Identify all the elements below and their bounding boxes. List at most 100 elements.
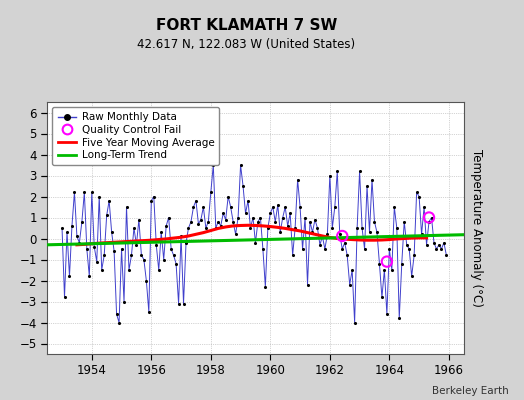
Point: [95, 193, 103, 200]
Point: [355, 168, 364, 174]
Point: [187, 218, 195, 225]
Point: [286, 210, 294, 216]
Point: [293, 176, 302, 183]
Point: [212, 225, 220, 231]
Point: [358, 225, 366, 231]
Point: [333, 168, 342, 174]
Point: [68, 223, 76, 229]
Point: [261, 284, 269, 290]
Point: [276, 229, 285, 235]
Point: [316, 242, 324, 248]
Point: [172, 260, 180, 267]
Point: [331, 204, 339, 210]
Point: [383, 258, 391, 265]
Point: [259, 246, 267, 252]
Point: [179, 300, 188, 307]
Point: [296, 204, 304, 210]
Point: [415, 193, 423, 200]
Point: [202, 225, 210, 231]
Point: [229, 218, 237, 225]
Point: [194, 221, 203, 227]
Point: [103, 212, 111, 218]
Point: [130, 225, 138, 231]
Point: [425, 218, 433, 225]
Point: [93, 258, 101, 265]
Point: [88, 189, 96, 196]
Point: [85, 273, 93, 280]
Point: [351, 319, 359, 326]
Point: [165, 214, 173, 221]
Point: [385, 246, 394, 252]
Point: [58, 225, 66, 231]
Point: [60, 294, 69, 300]
Point: [97, 267, 106, 273]
Point: [318, 233, 326, 240]
Point: [226, 204, 235, 210]
Point: [147, 198, 156, 204]
Point: [338, 246, 346, 252]
Point: [209, 162, 217, 168]
Point: [174, 300, 183, 307]
Point: [269, 204, 277, 210]
Point: [83, 246, 91, 252]
Point: [254, 218, 262, 225]
Point: [440, 240, 448, 246]
Point: [167, 246, 176, 252]
Point: [107, 229, 116, 235]
Point: [78, 218, 86, 225]
Point: [281, 204, 289, 210]
Point: [216, 223, 225, 229]
Point: [177, 233, 185, 240]
Point: [239, 183, 247, 189]
Point: [405, 246, 413, 252]
Point: [196, 216, 205, 223]
Point: [363, 183, 371, 189]
Point: [298, 246, 307, 252]
Point: [435, 242, 443, 248]
Point: [100, 252, 108, 258]
Point: [437, 246, 445, 252]
Point: [70, 189, 79, 196]
Point: [236, 162, 245, 168]
Point: [256, 214, 265, 221]
Point: [410, 252, 418, 258]
Point: [418, 231, 426, 238]
Point: [373, 229, 381, 235]
Point: [224, 193, 232, 200]
Point: [115, 319, 123, 326]
Point: [402, 242, 411, 248]
Point: [117, 246, 126, 252]
Point: [313, 225, 322, 231]
Text: FORT KLAMATH 7 SW: FORT KLAMATH 7 SW: [156, 18, 337, 33]
Point: [142, 277, 150, 284]
Point: [383, 311, 391, 317]
Point: [159, 256, 168, 263]
Point: [321, 246, 329, 252]
Point: [169, 252, 178, 258]
Point: [338, 233, 346, 239]
Point: [204, 218, 213, 225]
Y-axis label: Temperature Anomaly (°C): Temperature Anomaly (°C): [470, 149, 483, 307]
Point: [127, 252, 136, 258]
Point: [425, 214, 433, 221]
Point: [219, 210, 227, 216]
Point: [80, 189, 89, 196]
Point: [249, 214, 257, 221]
Point: [348, 267, 356, 273]
Point: [90, 244, 99, 250]
Point: [370, 218, 379, 225]
Point: [252, 240, 260, 246]
Point: [264, 225, 272, 231]
Point: [365, 229, 374, 235]
Point: [323, 231, 332, 238]
Point: [408, 273, 416, 280]
Point: [149, 193, 158, 200]
Point: [380, 267, 389, 273]
Point: [155, 267, 163, 273]
Point: [378, 294, 386, 300]
Point: [75, 240, 83, 246]
Point: [306, 218, 314, 225]
Point: [392, 225, 401, 231]
Point: [343, 252, 352, 258]
Point: [152, 242, 160, 248]
